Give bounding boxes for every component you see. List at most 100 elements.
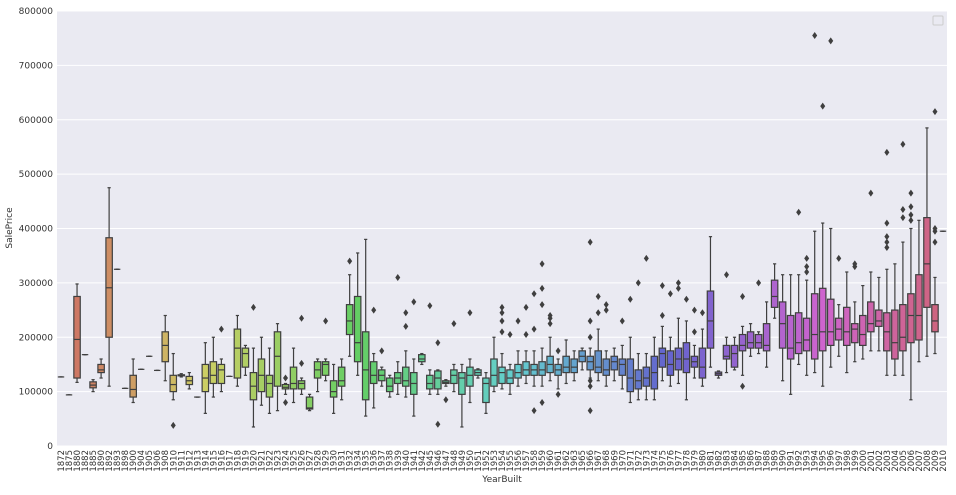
outlier bbox=[467, 309, 473, 317]
x-tick-label: 1922 bbox=[265, 450, 275, 472]
outlier bbox=[539, 301, 545, 309]
outlier bbox=[587, 382, 593, 390]
outlier bbox=[812, 31, 818, 39]
x-tick-label: 1955 bbox=[506, 450, 516, 472]
x-tick-label: 1983 bbox=[723, 450, 733, 472]
box bbox=[241, 347, 250, 368]
x-tick-label: 1921 bbox=[257, 450, 267, 472]
outlier bbox=[411, 298, 417, 306]
box bbox=[682, 342, 691, 374]
outlier bbox=[603, 301, 609, 309]
box bbox=[217, 363, 226, 385]
x-tick-label: 1978 bbox=[682, 450, 692, 472]
x-tick-label: 1951 bbox=[474, 450, 484, 472]
y-axis-label: SalePrice bbox=[5, 207, 15, 249]
box bbox=[722, 344, 731, 360]
y-tick-label: 700000 bbox=[19, 61, 54, 71]
x-tick-label: 2006 bbox=[907, 450, 917, 472]
box bbox=[762, 323, 771, 352]
x-tick-label: 1900 bbox=[129, 450, 139, 472]
outlier bbox=[691, 306, 697, 314]
x-tick-label: 1942 bbox=[418, 450, 428, 472]
outlier bbox=[587, 377, 593, 385]
x-tick-label: 1995 bbox=[819, 450, 829, 472]
outlier bbox=[724, 271, 730, 279]
box bbox=[786, 314, 795, 360]
box bbox=[754, 333, 763, 349]
box bbox=[594, 350, 603, 374]
outlier bbox=[283, 399, 289, 406]
box bbox=[209, 361, 218, 385]
x-tick-label: 1950 bbox=[466, 450, 476, 472]
box bbox=[233, 328, 242, 379]
outlier bbox=[675, 284, 681, 292]
outlier bbox=[908, 211, 914, 219]
x-tick-label: 1994 bbox=[811, 450, 821, 472]
x-tick-label: 1988 bbox=[763, 450, 773, 472]
x-tick-label: 1930 bbox=[330, 450, 340, 472]
outlier bbox=[691, 328, 697, 336]
x-tick-label: 1919 bbox=[241, 450, 251, 472]
x-tick-label: 1906 bbox=[153, 450, 163, 472]
box bbox=[161, 331, 170, 363]
x-tick-label: 1893 bbox=[113, 450, 123, 472]
box bbox=[289, 366, 298, 390]
x-tick-label: 1966 bbox=[586, 450, 596, 472]
box bbox=[329, 380, 338, 398]
outlier bbox=[170, 421, 176, 429]
box bbox=[297, 380, 306, 390]
outlier bbox=[531, 290, 537, 298]
box bbox=[97, 363, 105, 374]
x-tick-label: 1949 bbox=[458, 450, 468, 472]
box bbox=[618, 358, 627, 376]
x-tick-label: 1976 bbox=[666, 450, 676, 472]
outlier bbox=[555, 390, 561, 398]
x-tick-label: 1913 bbox=[193, 450, 203, 472]
box bbox=[738, 333, 747, 352]
x-tick-label: 1984 bbox=[731, 450, 741, 472]
y-tick-label: 400000 bbox=[19, 225, 54, 235]
x-tick-label: 1892 bbox=[105, 450, 115, 472]
box bbox=[923, 217, 931, 308]
x-tick-label: 1936 bbox=[370, 450, 380, 472]
x-tick-label: 1926 bbox=[298, 450, 308, 472]
outlier bbox=[884, 233, 890, 241]
box bbox=[666, 350, 675, 376]
outlier bbox=[627, 295, 633, 303]
outlier bbox=[756, 279, 762, 287]
x-tick-label: 1920 bbox=[249, 450, 259, 472]
x-tick-label: 1945 bbox=[426, 450, 436, 472]
x-tick-label: 1957 bbox=[522, 450, 532, 472]
outlier bbox=[283, 374, 289, 382]
outlier bbox=[659, 312, 665, 319]
outlier bbox=[299, 359, 305, 367]
x-tick-label: 2000 bbox=[859, 450, 869, 472]
x-tick-label: 1969 bbox=[610, 450, 620, 472]
x-tick-label: 1956 bbox=[514, 450, 524, 472]
x-tick-label: 1880 bbox=[73, 450, 83, 472]
x-tick-label: 1938 bbox=[386, 450, 396, 472]
outlier bbox=[539, 399, 545, 406]
x-tick-label: 1910 bbox=[169, 450, 179, 472]
x-tick-label: 1952 bbox=[482, 450, 492, 472]
x-tick-label: 1911 bbox=[177, 450, 187, 472]
outlier bbox=[587, 333, 593, 341]
x-tick-label: 1980 bbox=[698, 450, 708, 472]
box bbox=[450, 369, 458, 385]
outlier bbox=[323, 317, 329, 325]
x-tick-label: 1872 bbox=[57, 450, 67, 472]
box bbox=[514, 363, 522, 379]
box bbox=[778, 301, 787, 349]
box bbox=[706, 290, 715, 349]
box bbox=[369, 361, 378, 385]
box bbox=[770, 279, 779, 308]
box bbox=[482, 377, 490, 404]
x-tick-label: 1917 bbox=[225, 450, 235, 472]
outlier bbox=[699, 309, 705, 317]
x-tick-label: 1953 bbox=[490, 450, 500, 472]
outlier bbox=[515, 317, 521, 325]
box bbox=[273, 331, 282, 387]
outlier bbox=[435, 339, 441, 347]
x-tick-label: 1986 bbox=[747, 450, 757, 472]
x-tick-label: 1904 bbox=[137, 450, 147, 472]
